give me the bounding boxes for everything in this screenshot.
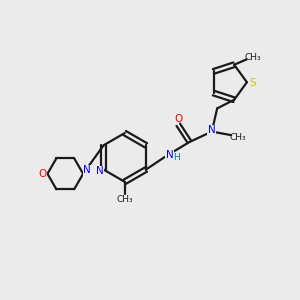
Text: CH₃: CH₃	[230, 133, 247, 142]
Text: N: N	[166, 150, 173, 160]
Text: N: N	[208, 125, 216, 135]
Text: O: O	[174, 114, 182, 124]
Text: S: S	[250, 78, 256, 88]
Text: CH₃: CH₃	[116, 195, 133, 204]
Text: H: H	[173, 153, 180, 162]
Text: O: O	[38, 169, 46, 179]
Text: CH₃: CH₃	[245, 53, 262, 62]
Text: N: N	[96, 166, 103, 176]
Text: N: N	[83, 165, 91, 175]
